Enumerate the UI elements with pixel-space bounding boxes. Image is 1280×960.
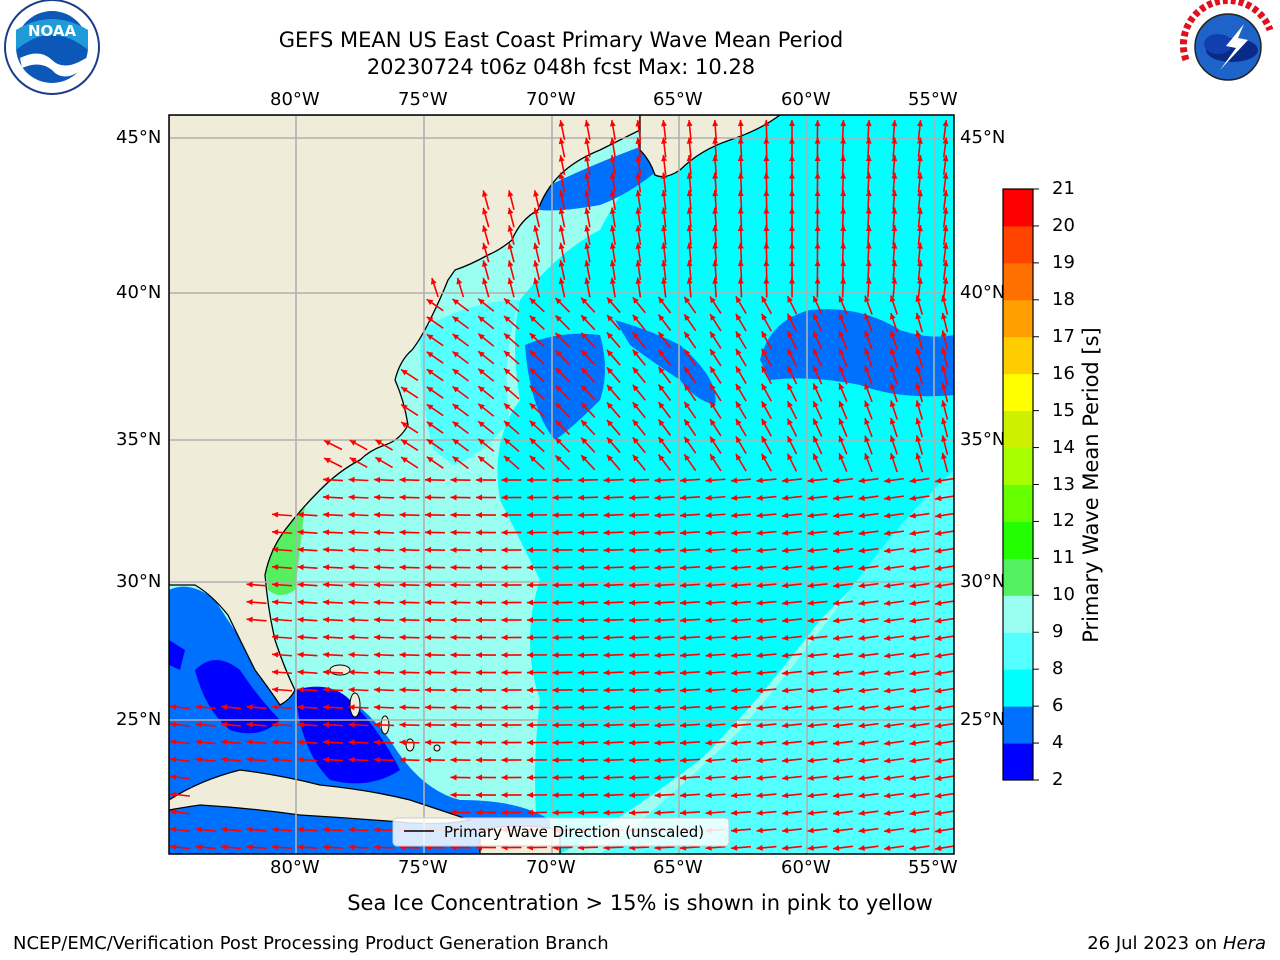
colorbar-tick-label: 21 xyxy=(1052,178,1075,199)
colorbar-tick-label: 9 xyxy=(1052,621,1064,643)
footer-credit: NCEP/EMC/Verification Post Processing Pr… xyxy=(13,933,609,954)
colorbar-tick-label: 17 xyxy=(1052,325,1075,347)
colorbar-tick-label: 20 xyxy=(1052,214,1075,236)
colorbar-segment xyxy=(1003,225,1033,264)
lon-tick-top: 70°W xyxy=(526,89,576,110)
lat-tick-left: 45°N xyxy=(116,127,162,148)
colorbar-segment xyxy=(1003,558,1033,596)
colorbar-tick-label: 10 xyxy=(1052,584,1075,606)
footer-date: 26 Jul 2023 on Hera xyxy=(1087,933,1266,954)
lon-tick-bottom: 75°W xyxy=(398,857,448,878)
lon-tick-top: 75°W xyxy=(398,89,448,110)
colorbar-tick-label: 12 xyxy=(1052,510,1075,532)
colorbar-label: Primary Wave Mean Period [s] xyxy=(1079,327,1103,643)
colorbar-segment xyxy=(1003,189,1033,227)
colorbar-tick-label: 14 xyxy=(1052,436,1075,458)
colorbar-tick-label: 16 xyxy=(1052,362,1075,384)
region-2-4s xyxy=(195,660,280,734)
chart-subtitle-run: 20230724 t06z 048h fcst Max: 10.28 xyxy=(366,55,756,79)
colorbar-segment xyxy=(1003,410,1033,449)
colorbar-tick-label: 19 xyxy=(1052,251,1075,273)
lon-tick-top: 60°W xyxy=(781,89,831,110)
lat-tick-right: 40°N xyxy=(960,282,1006,303)
colorbar-tick-label: 8 xyxy=(1052,658,1064,680)
lat-tick-right: 30°N xyxy=(960,571,1006,592)
region-4-6s-offshore xyxy=(525,333,605,440)
colorbar-segment xyxy=(1003,743,1033,781)
colorbar-segment xyxy=(1003,373,1033,412)
lon-tick-top: 80°W xyxy=(270,89,320,110)
lon-tick-bottom: 80°W xyxy=(270,857,320,878)
colorbar-segment xyxy=(1003,669,1033,707)
region-8-9s xyxy=(600,470,954,854)
footer-date-text: 26 Jul 2023 on xyxy=(1087,933,1223,954)
colorbar-segment xyxy=(1003,521,1033,559)
colorbar-segment xyxy=(1003,262,1033,301)
wave-direction-arrows xyxy=(169,119,954,852)
colorbar-tick-label: 4 xyxy=(1052,732,1064,754)
footer-host: Hera xyxy=(1222,933,1266,954)
lat-tick-right: 35°N xyxy=(960,429,1006,450)
colorbar xyxy=(1003,188,1039,781)
lat-tick-left: 25°N xyxy=(116,709,162,730)
noaa-logo-text: NOAA xyxy=(28,22,77,40)
lon-tick-bottom: 60°W xyxy=(781,857,831,878)
region-4-6s-gulf-of-maine xyxy=(540,140,680,211)
colorbar-tick-label: 13 xyxy=(1052,473,1075,495)
colorbar-tick-label: 18 xyxy=(1052,288,1075,310)
map-gridlines xyxy=(169,115,954,854)
sea-ice-note: Sea Ice Concentration > 15% is shown in … xyxy=(347,891,933,915)
colorbar-segment xyxy=(1003,447,1033,485)
colorbar-segment xyxy=(1003,632,1033,670)
nws-logo xyxy=(1179,0,1275,94)
colorbar-segment xyxy=(1003,484,1033,522)
lon-tick-bottom: 65°W xyxy=(653,857,703,878)
lat-tick-left: 35°N xyxy=(116,429,162,450)
legend-label: Primary Wave Direction (unscaled) xyxy=(444,823,704,841)
colorbar-segment xyxy=(1003,336,1033,375)
noaa-logo: NOAA xyxy=(4,0,100,95)
colorbar-tick-label: 15 xyxy=(1052,399,1075,421)
map-plot-area xyxy=(169,115,954,854)
lat-tick-right: 45°N xyxy=(960,127,1006,148)
colorbar-tick-label: 6 xyxy=(1052,695,1064,717)
lat-tick-left: 30°N xyxy=(116,571,162,592)
colorbar-segment xyxy=(1003,299,1033,338)
map-frame xyxy=(168,114,955,855)
map-legend: Primary Wave Direction (unscaled) xyxy=(392,817,730,847)
lon-tick-bottom: 70°W xyxy=(526,857,576,878)
colorbar-tick-label: 2 xyxy=(1052,769,1064,790)
lon-tick-bottom: 55°W xyxy=(908,857,958,878)
lon-tick-top: 55°W xyxy=(908,89,958,110)
lat-tick-left: 40°N xyxy=(116,282,162,303)
chart-title: GEFS MEAN US East Coast Primary Wave Mea… xyxy=(278,28,844,52)
lon-tick-top: 65°W xyxy=(653,89,703,110)
colorbar-segment xyxy=(1003,706,1033,744)
colorbar-tick-label: 11 xyxy=(1052,547,1075,569)
lat-tick-right: 25°N xyxy=(960,709,1006,730)
colorbar-segment xyxy=(1003,595,1033,633)
land-nova-scotia xyxy=(639,115,782,178)
